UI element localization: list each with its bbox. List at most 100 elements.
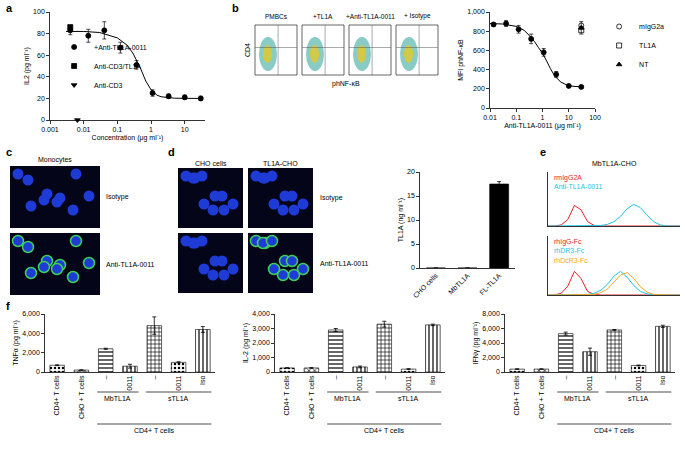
- svg-text:10: 10: [407, 216, 415, 223]
- svg-text:MbTL1A: MbTL1A: [104, 395, 131, 402]
- svg-text:4,000: 4,000: [252, 310, 270, 317]
- svg-text:10: 10: [181, 126, 189, 133]
- svg-text:Anti-CD3/TL1A: Anti-CD3/TL1A: [94, 63, 141, 70]
- svg-text:CHO + T cells: CHO + T cells: [538, 375, 545, 419]
- svg-text:MbTL1A-CHO: MbTL1A-CHO: [592, 160, 637, 167]
- svg-text:0: 0: [481, 104, 485, 111]
- svg-text:800: 800: [473, 28, 485, 35]
- svg-text:2,000: 2,000: [482, 354, 500, 361]
- svg-text:CHO cells: CHO cells: [195, 160, 227, 167]
- svg-text:sTL1A: sTL1A: [398, 395, 419, 402]
- svg-text:c: c: [6, 146, 12, 158]
- svg-text:Anti-CD3: Anti-CD3: [94, 82, 123, 89]
- svg-text:2,000: 2,000: [252, 339, 270, 346]
- svg-text:e: e: [540, 146, 546, 158]
- svg-text:MbTL1A: MbTL1A: [334, 395, 361, 402]
- svg-text:CD4+ T cells: CD4+ T cells: [364, 427, 405, 434]
- svg-text:Anti-TL1A-0011: Anti-TL1A-0011: [106, 261, 155, 268]
- svg-text:CD4+ T cells: CD4+ T cells: [513, 375, 520, 416]
- svg-text:rhDcR3-Fc: rhDcR3-Fc: [554, 257, 588, 264]
- svg-text:IFNγ (pg ml⁻¹): IFNγ (pg ml⁻¹): [472, 322, 480, 365]
- svg-text:TL1A (ng ml⁻¹): TL1A (ng ml⁻¹): [397, 198, 405, 242]
- svg-text:TL1A-CHO: TL1A-CHO: [263, 160, 298, 167]
- svg-text:60: 60: [37, 52, 45, 59]
- svg-text:b: b: [232, 2, 239, 14]
- svg-text:0.01: 0.01: [77, 126, 91, 133]
- svg-text:5: 5: [411, 240, 415, 247]
- svg-text:PMBCs: PMBCs: [265, 13, 288, 20]
- svg-text:mIgG2a: mIgG2a: [639, 23, 664, 31]
- svg-text:CHO + T cells: CHO + T cells: [78, 375, 85, 419]
- svg-text:+ Isotype: + Isotype: [404, 12, 431, 20]
- svg-text:0: 0: [411, 264, 415, 271]
- svg-text:TNFα (pg ml⁻¹): TNFα (pg ml⁻¹): [12, 320, 20, 366]
- svg-text:0011: 0011: [635, 376, 642, 391]
- svg-text:–: –: [151, 376, 158, 380]
- svg-text:200: 200: [473, 85, 485, 92]
- svg-text:Anti-TL1A-0011: Anti-TL1A-0011: [320, 260, 369, 267]
- svg-text:MbTL1A: MbTL1A: [564, 395, 591, 402]
- svg-text:+TL1A: +TL1A: [313, 13, 333, 20]
- svg-text:Isotype: Isotype: [106, 193, 129, 201]
- svg-text:100: 100: [589, 114, 601, 121]
- svg-text:rhDR3-Fc: rhDR3-Fc: [554, 247, 585, 254]
- svg-text:1: 1: [149, 126, 153, 133]
- svg-text:15: 15: [407, 192, 415, 199]
- svg-text:Anti-TL1A-0011 (μg ml⁻¹): Anti-TL1A-0011 (μg ml⁻¹): [504, 122, 581, 130]
- svg-text:Anti-TL1A-0011: Anti-TL1A-0011: [554, 183, 603, 190]
- svg-text:1: 1: [541, 114, 545, 121]
- svg-text:phNF-κB: phNF-κB: [332, 80, 360, 88]
- svg-text:1,000: 1,000: [252, 354, 270, 361]
- svg-text:CD4+ T cells: CD4+ T cells: [134, 427, 175, 434]
- svg-text:2,000: 2,000: [22, 349, 40, 356]
- svg-text:+Anti-TL1A-0011: +Anti-TL1A-0011: [346, 13, 395, 20]
- svg-text:0011: 0011: [126, 376, 133, 391]
- svg-text:400: 400: [473, 66, 485, 73]
- svg-text:+Anti-TL1A-0011: +Anti-TL1A-0011: [94, 44, 147, 51]
- svg-text:40: 40: [37, 73, 45, 80]
- svg-text:TL1A: TL1A: [639, 42, 656, 49]
- svg-text:–: –: [611, 376, 618, 380]
- svg-text:0011: 0011: [405, 376, 412, 391]
- svg-text:Monocytes: Monocytes: [38, 156, 72, 164]
- svg-text:20: 20: [37, 95, 45, 102]
- svg-text:0011: 0011: [175, 376, 182, 391]
- svg-text:20: 20: [407, 168, 415, 175]
- svg-text:–: –: [332, 376, 339, 380]
- svg-text:CD4+ T cells: CD4+ T cells: [283, 375, 290, 416]
- svg-text:0.1: 0.1: [511, 114, 521, 121]
- svg-text:0011: 0011: [356, 376, 363, 391]
- svg-text:0: 0: [266, 368, 270, 375]
- svg-text:CHO cells: CHO cells: [412, 272, 440, 300]
- svg-text:NT: NT: [639, 61, 649, 68]
- svg-text:Iso: Iso: [429, 375, 436, 384]
- svg-text:0.001: 0.001: [41, 126, 59, 133]
- svg-text:IL2 (pg ml⁻¹): IL2 (pg ml⁻¹): [23, 47, 31, 85]
- svg-text:0.01: 0.01: [483, 114, 497, 121]
- svg-text:0.1: 0.1: [112, 126, 122, 133]
- svg-text:–: –: [102, 376, 109, 380]
- svg-text:6,000: 6,000: [22, 310, 40, 317]
- svg-text:MbTL1A: MbTL1A: [447, 272, 471, 296]
- svg-text:sTL1A: sTL1A: [168, 395, 189, 402]
- svg-text:f: f: [6, 300, 10, 312]
- svg-text:3,000: 3,000: [252, 325, 270, 332]
- svg-text:–: –: [562, 376, 569, 380]
- svg-text:4,000: 4,000: [22, 330, 40, 337]
- svg-text:CD4+ T cells: CD4+ T cells: [53, 375, 60, 416]
- svg-text:rmIgG2A: rmIgG2A: [554, 174, 582, 182]
- svg-text:10: 10: [565, 114, 573, 121]
- svg-text:a: a: [6, 2, 13, 14]
- svg-text:CD4: CD4: [244, 43, 251, 57]
- svg-text:MFI phNF-κB: MFI phNF-κB: [457, 39, 465, 81]
- svg-text:100: 100: [33, 8, 45, 15]
- svg-text:Iso: Iso: [659, 375, 666, 384]
- svg-text:d: d: [168, 146, 175, 158]
- svg-text:1,000: 1,000: [467, 8, 485, 15]
- svg-text:IL-2 (pg ml⁻¹): IL-2 (pg ml⁻¹): [242, 323, 250, 363]
- svg-text:0: 0: [41, 116, 45, 123]
- svg-text:–: –: [381, 376, 388, 380]
- svg-text:rhIgG-Fc: rhIgG-Fc: [554, 238, 582, 246]
- svg-text:Concentration (μg ml⁻¹): Concentration (μg ml⁻¹): [92, 134, 164, 142]
- svg-text:8,000: 8,000: [482, 310, 500, 317]
